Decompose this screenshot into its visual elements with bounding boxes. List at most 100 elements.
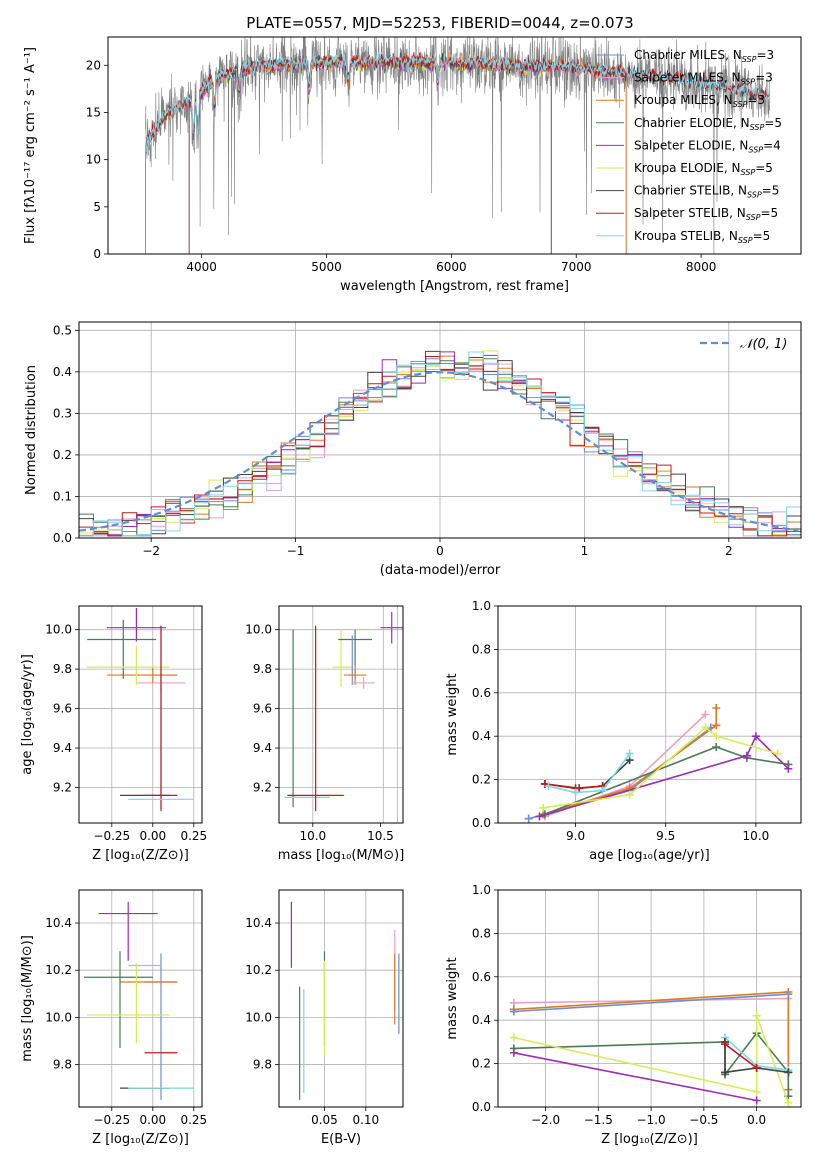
- weight_vs_age-series-line: [528, 726, 712, 820]
- spectrum-plot-area: [145, 37, 771, 254]
- age_vs_mass-xlabel: mass [log₁₀(M/M⊙)]: [278, 848, 405, 863]
- weight_vs_age-point-marker: [598, 786, 607, 795]
- residuals-xtick-label: −2: [142, 544, 160, 558]
- residuals-legend: 𝒩(0, 1): [700, 337, 787, 352]
- weight_vs_Z-series-line: [513, 1052, 757, 1102]
- residuals-panel: −2 −1 0 1 2 0.0 0.1 0.2 0.3 0.4 0.5 (data-model)/er…: [24, 321, 802, 578]
- weight_vs_Z-point-marker: [509, 1048, 518, 1057]
- spectrum-xtick-label: 7000: [561, 260, 592, 274]
- mass_vs_ebv-xtick-label: 0.10: [352, 1113, 379, 1127]
- residuals-ytick-label: 0.3: [53, 406, 72, 420]
- histogram-series: [79, 351, 801, 537]
- mass_vs_Z-xtick-label: 0.00: [139, 1113, 166, 1127]
- weight_vs_age-ytick-label: 0.2: [472, 773, 491, 787]
- weight_vs_age-panel: 9.0 9.5 10.0 0.0 0.2 0.4 0.6 0.8 1.0 age [log₁₀(a…: [445, 599, 802, 863]
- weight_vs_age-ytick-label: 0.0: [472, 816, 491, 830]
- legend-label-sub: SSP: [741, 168, 756, 177]
- age_vs_mass-errorbar: [352, 677, 375, 689]
- spectrum-xtick-label: 4000: [186, 260, 217, 274]
- legend-label-tail: =3: [747, 93, 765, 107]
- weight_vs_Z-point-marker: [784, 1068, 793, 1077]
- weight_vs_Z-ytick-label: 0.0: [472, 1100, 491, 1114]
- legend-label-base: Kroupa MILES, N: [634, 93, 733, 107]
- weight_vs_age-series-line: [542, 726, 778, 809]
- weight_vs_Z-xtick-label: −1.5: [584, 1113, 613, 1127]
- mass_vs_Z-xtick-label: −0.25: [93, 1113, 130, 1127]
- weight_vs_Z-point-marker: [784, 1098, 793, 1107]
- mass_vs_Z-ytick-label: 10.4: [45, 916, 72, 930]
- residuals-ytick-label: 0.5: [53, 323, 72, 337]
- weight_vs_Z-point-marker: [752, 1087, 761, 1096]
- age_vs_Z-errorbar: [87, 619, 157, 679]
- weight_vs_age-point-marker: [712, 703, 721, 712]
- mass_vs_ebv-ytick-label: 10.2: [245, 963, 272, 977]
- age_vs_Z-errorbar: [106, 667, 178, 683]
- mass_vs_ebv-xlabel: E(B-V): [321, 1132, 361, 1147]
- weight_vs_age-ytick-label: 0.6: [472, 686, 491, 700]
- age_vs_Z-plot-area: [87, 607, 194, 812]
- weight_vs_age-xlabel: age [log₁₀(age/yr)]: [589, 848, 710, 863]
- weight_vs_age-point-marker: [625, 790, 634, 799]
- mass_vs_ebv-plot-area: [290, 901, 400, 1100]
- residuals-ytick-label: 0.2: [53, 448, 72, 462]
- legend-label-base: Chabrier STELIB, N: [634, 184, 747, 198]
- weight_vs_age-point-marker: [751, 732, 760, 741]
- age_vs_mass-errorbar: [332, 629, 353, 687]
- mass_vs_ebv-ytick-label: 10.0: [245, 1010, 272, 1024]
- weight_vs_age-plot-area: [524, 703, 793, 823]
- weight_vs_age-point-marker: [784, 764, 793, 773]
- legend-label-tail: =3: [756, 48, 774, 62]
- weight_vs_Z-point-marker: [784, 990, 793, 999]
- weight_vs_Z-ytick-label: 0.8: [472, 926, 491, 940]
- residuals-xtick-label: 0: [436, 544, 444, 558]
- legend-label-sub: SSP: [733, 100, 748, 109]
- spectrum-panel: 4000 5000 6000 7000 8000 0 5 10 15 20 wavelength […: [23, 36, 802, 294]
- mass_vs_ebv-ytick-label: 9.8: [253, 1058, 272, 1072]
- age_vs_Z-errorbar: [87, 645, 170, 685]
- legend-label-base: Chabrier ELODIE, N: [634, 116, 750, 130]
- legend-label-tail: =3: [755, 71, 773, 85]
- age_vs_Z-errorbar: [106, 607, 166, 642]
- mass_vs_Z-errorbar: [144, 953, 178, 1100]
- weight_vs_age-series-line: [544, 746, 789, 816]
- weight_vs_Z-series-line: [513, 1015, 790, 1103]
- age_vs_Z-ytick-label: 9.4: [53, 741, 72, 755]
- age_vs_Z-ytick-label: 9.8: [53, 662, 72, 676]
- weight_vs_Z-ytick-label: 0.4: [472, 1013, 491, 1027]
- age_vs_Z-errorbar: [144, 625, 178, 812]
- weight_vs_Z-ytick-label: 1.0: [472, 883, 491, 897]
- weight_vs_age-xtick-label: 9.0: [566, 829, 585, 843]
- age_vs_Z-ytick-label: 9.6: [53, 702, 72, 716]
- weight_vs_age-point-marker: [712, 732, 721, 741]
- residuals-xtick-label: 1: [581, 544, 589, 558]
- legend-label-base: Kroupa ELODIE, N: [634, 161, 741, 175]
- age_vs_mass-errorbar: [349, 635, 356, 685]
- age_vs_Z-ylabel: age [log₁₀(age/yr)]: [20, 654, 35, 775]
- legend-label-base: Salpeter MILES, N: [634, 71, 741, 85]
- legend-label-tail: =4: [763, 138, 781, 152]
- age_vs_Z-ytick-label: 10.0: [45, 623, 72, 637]
- mass_vs_Z-ytick-label: 10.2: [45, 963, 72, 977]
- age_vs_mass-ytick-label: 10.0: [245, 623, 272, 637]
- weight_vs_Z-point-marker: [752, 1011, 761, 1020]
- mass_vs_Z-ytick-label: 10.0: [45, 1010, 72, 1024]
- spectrum-xlabel: wavelength [Angstrom, rest frame]: [340, 279, 569, 294]
- residuals-axes-frame: [78, 321, 802, 539]
- weight_vs_Z-point-marker: [752, 1096, 761, 1105]
- legend-label: Salpeter ELODIE, NSSP=4: [634, 138, 781, 154]
- weight_vs_Z-point-marker: [509, 1033, 518, 1042]
- residuals-ytick-label: 0.0: [53, 531, 72, 545]
- normal-curve: [79, 371, 799, 532]
- weight_vs_age-ylabel: mass weight: [445, 673, 460, 755]
- weight_vs_age-xtick-label: 10.0: [743, 829, 770, 843]
- age_vs_mass-ytick-label: 9.8: [253, 662, 272, 676]
- weight_vs_Z-ytick-label: 0.6: [472, 970, 491, 984]
- age_vs_mass-ytick-label: 9.2: [253, 780, 272, 794]
- legend-label: Chabrier STELIB, NSSP=5: [634, 184, 779, 200]
- spectrum-xtick-label: 5000: [311, 260, 342, 274]
- legend-label-sub: SSP: [738, 236, 753, 245]
- weight_vs_Z-series-line: [513, 993, 789, 1013]
- age_vs_mass-errorbar: [290, 629, 296, 808]
